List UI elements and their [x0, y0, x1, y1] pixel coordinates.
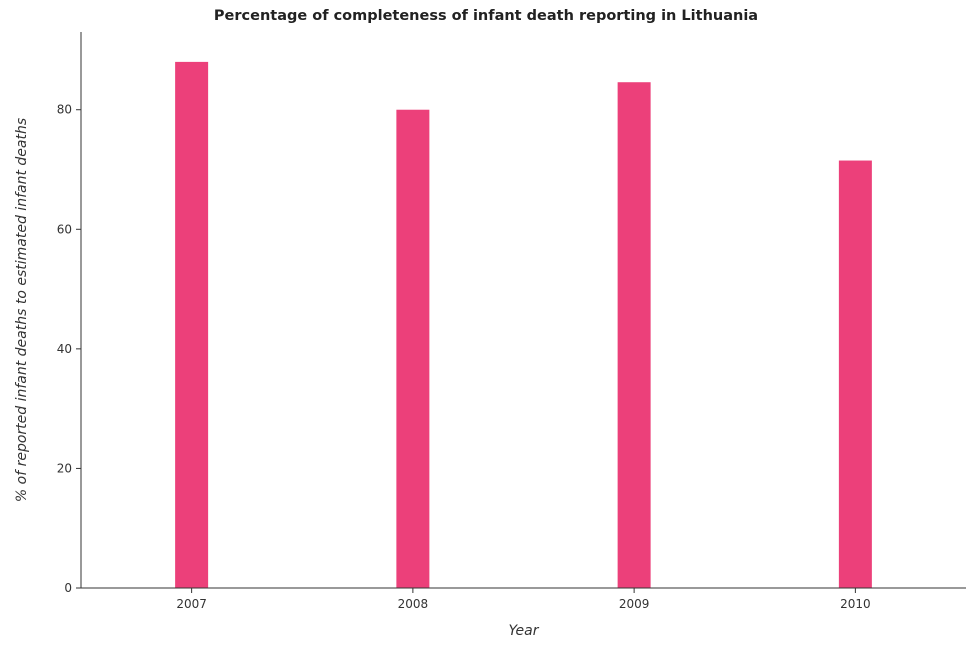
- y-ticks-group: 0 20 40 60 80: [57, 103, 81, 595]
- y-axis-title: % of reported infant deaths to estimated…: [14, 118, 30, 502]
- bar-2007: [175, 61, 209, 589]
- x-tick-label: 2010: [840, 597, 871, 611]
- x-tick-label: 2007: [176, 597, 207, 611]
- y-tick-label: 20: [57, 461, 72, 475]
- x-tick-label: 2008: [398, 597, 429, 611]
- y-tick-label: 60: [57, 222, 72, 236]
- x-ticks-group: 2007 2008 2009 2010: [176, 588, 871, 611]
- x-tick-label: 2009: [619, 597, 650, 611]
- y-tick-label: 0: [64, 581, 72, 595]
- y-tick-label: 80: [57, 103, 72, 117]
- y-tick-label: 40: [57, 342, 72, 356]
- bars-group: [175, 61, 872, 589]
- bar-2008: [396, 109, 430, 588]
- bar-2009: [617, 82, 651, 588]
- x-axis-title: Year: [509, 623, 540, 639]
- bar-2010: [838, 160, 872, 588]
- chart-title: Percentage of completeness of infant dea…: [213, 8, 759, 24]
